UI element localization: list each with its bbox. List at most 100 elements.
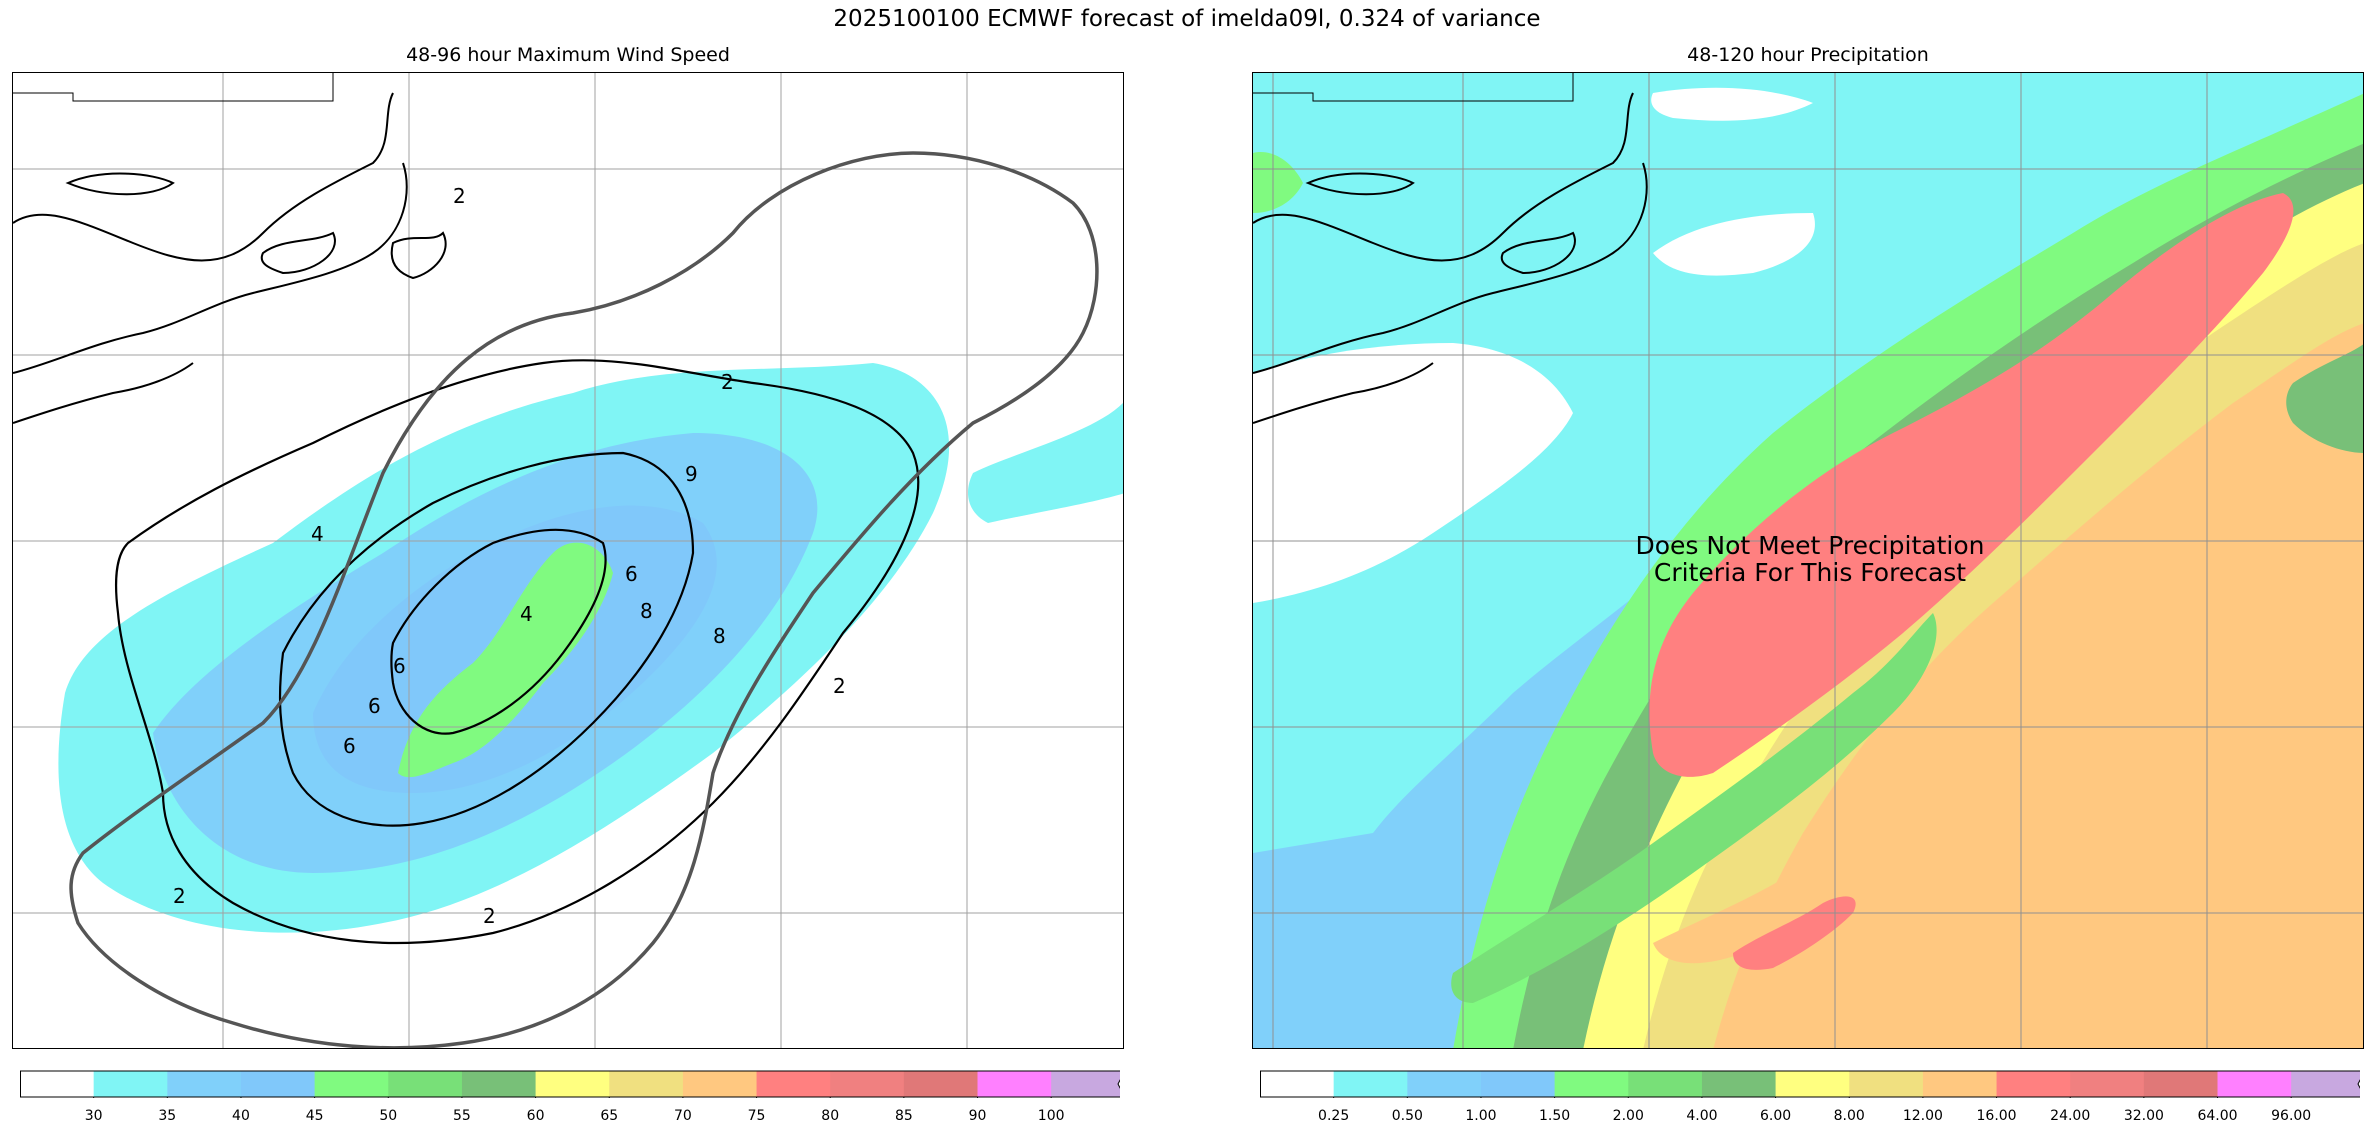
precipitation-colorbar-tick-label: 32.00 (2123, 1108, 2164, 1124)
contour-label: 6 (368, 694, 381, 718)
precip-4.00-band-east (2286, 344, 2363, 453)
contour-label: 9 (685, 462, 698, 486)
contour-label-group: 2 9 4 6 8 4 6 6 6 8 2 2 2 2 (173, 184, 846, 928)
precipitation-colorbar-segment (1407, 1071, 1482, 1097)
precipitation-colorbar: 0.25 0.50 1.00 1.50 2.00 4.00 6.00 8.00 12.00 16.… (1260, 1070, 2366, 1130)
precipitation-colorbar-tick-label: 1.00 (1465, 1108, 1497, 1124)
contour-label: 2 (833, 674, 846, 698)
wind-speed-colorbar-segment (1051, 1071, 1125, 1097)
precipitation-colorbar-tick-label: 24.00 (2050, 1108, 2091, 1124)
wind-speed-colorbar-tick-label: 90 (968, 1108, 987, 1124)
wind-speed-colorbar-segment (830, 1071, 905, 1097)
precipitation-colorbar-tick-label: 12.00 (1902, 1108, 1943, 1124)
wind-speed-colorbar-tick-label: 85 (894, 1108, 913, 1124)
wind-speed-colorbar-tick-label: 60 (526, 1108, 545, 1124)
contour-label: 8 (713, 624, 726, 648)
contour-label: 2 (173, 884, 186, 908)
coastlines (1253, 73, 1648, 424)
wind-speed-colorbar-segment (20, 1071, 95, 1097)
precip-24.00-area-south (1733, 896, 1856, 970)
wind-45-50-area (398, 542, 613, 778)
precipitation-colorbar-tick-label: 0.50 (1391, 1108, 1423, 1124)
wind-speed-colorbar: 30 35 40 45 50 55 60 65 70 75 80 85 90 100 (20, 1070, 1126, 1130)
contour-label: 6 (343, 734, 356, 758)
precipitation-colorbar-tick-label: 1.50 (1539, 1108, 1571, 1124)
precipitation-colorbar-segment (2291, 1071, 2365, 1097)
precipitation-colorbar-segment (2217, 1071, 2292, 1097)
right-panel-title: 48-120 hour Precipitation (1687, 44, 1929, 66)
wind-speed-colorbar-segment (93, 1071, 168, 1097)
figure-title: 2025100100 ECMWF forecast of imelda09l, … (833, 6, 1541, 32)
wind-speed-colorbar-tick-label: 100 (1037, 1108, 1065, 1124)
precipitation-colorbar-segment (1260, 1071, 1335, 1097)
wind-speed-map: 2 9 4 6 8 4 6 6 6 8 2 2 2 2 (12, 72, 1124, 1049)
precipitation-colorbar-segment (1480, 1071, 1556, 1097)
precipitation-colorbar-tick-label: 6.00 (1759, 1108, 1792, 1124)
wind-speed-colorbar-tick-label: 30 (84, 1108, 103, 1124)
wind-speed-colorbar-segment (682, 1071, 758, 1097)
precipitation-colorbar-segment (1922, 1071, 1998, 1097)
contour-label: 2 (483, 904, 496, 928)
wind-speed-colorbar-svg (20, 1070, 1126, 1098)
precipitation-colorbar-segment (1333, 1071, 1408, 1097)
wind-speed-colorbar-segment (977, 1071, 1052, 1097)
precipitation-colorbar-segment (1775, 1071, 1850, 1097)
wind-speed-shading (58, 363, 1123, 933)
precipitation-colorbar-tick-label: 8.00 (1833, 1108, 1865, 1124)
wind-speed-colorbar-segment (240, 1071, 316, 1097)
precip-2.00-band (1451, 613, 1937, 1003)
wind-speed-colorbar-tick-label: 45 (305, 1108, 324, 1124)
contour-label: 2 (453, 184, 466, 208)
wind-speed-colorbar-tick-label: 75 (747, 1108, 766, 1124)
wind-speed-colorbar-tick-label: 70 (673, 1108, 692, 1124)
precipitation-colorbar-segment (2143, 1071, 2219, 1097)
contour-label: 8 (640, 599, 653, 623)
precipitation-colorbar-segment (1996, 1071, 2071, 1097)
precipitation-colorbar-segment (1701, 1071, 1777, 1097)
wind-speed-colorbar-segment (314, 1071, 389, 1097)
wind-speed-colorbar-segment (609, 1071, 684, 1097)
wind-speed-colorbar-tick-label: 40 (232, 1108, 250, 1124)
precipitation-colorbar-tick-label: 64.00 (2197, 1108, 2238, 1124)
contour-label: 6 (625, 562, 638, 586)
track-envelope (69, 151, 1099, 1048)
wind-speed-colorbar-tick-label: 65 (600, 1108, 619, 1124)
precipitation-colorbar-tick-label: 2.00 (1612, 1108, 1644, 1124)
precipitation-colorbar-segment (1554, 1071, 1629, 1097)
map-gridlines (13, 73, 1123, 1048)
precip-dry-area-west (1253, 343, 1573, 603)
coastlines (13, 73, 447, 424)
wind-speed-colorbar-segment (903, 1071, 979, 1097)
left-panel-title: 48-96 hour Maximum Wind Speed (406, 44, 730, 66)
wind-speed-colorbar-segment (756, 1071, 831, 1097)
precip-24.00-area (1649, 193, 2294, 777)
wind-speed-colorbar-segment (388, 1071, 463, 1097)
wind-speed-colorbar-tick-label: 80 (821, 1108, 840, 1124)
precipitation-colorbar-tick-label: 0.25 (1318, 1108, 1350, 1124)
precipitation-colorbar-tick-label: 16.00 (1976, 1108, 2017, 1124)
precip-0.50-area (1253, 73, 2363, 853)
precip-1.50-area-west (1253, 152, 1303, 213)
wind-speed-colorbar-segment (167, 1071, 242, 1097)
wind-speed-colorbar-tick-label: 55 (453, 1108, 471, 1124)
probability-contours (114, 359, 920, 945)
precipitation-colorbar-segment (2070, 1071, 2145, 1097)
wind-speed-colorbar-tick-label: 35 (158, 1108, 177, 1124)
precipitation-colorbar-tick-label: 4.00 (1686, 1108, 1718, 1124)
wind-speed-colorbar-segment (535, 1071, 610, 1097)
wind-speed-map-canvas: 2 9 4 6 8 4 6 6 6 8 2 2 2 2 (13, 73, 1123, 1048)
precip-16.00-band-south (1653, 773, 1953, 964)
wind-speed-colorbar-ticks: 30 35 40 45 50 55 60 65 70 75 80 85 90 100 (20, 1102, 1120, 1128)
precipitation-colorbar-svg (1260, 1070, 2366, 1098)
wind-speed-colorbar-tick-label: 50 (379, 1108, 398, 1124)
contour-label: 2 (721, 370, 734, 394)
precip-dry-area-north (1651, 87, 1813, 121)
contour-label: 6 (393, 654, 406, 678)
wind-30-35-area-east (968, 403, 1123, 523)
precip-dry-area-east (1653, 213, 1815, 276)
contour-label: 4 (520, 602, 533, 626)
precipitation-map (1252, 72, 2364, 1049)
wind-speed-colorbar-segment (461, 1071, 537, 1097)
precipitation-map-canvas (1253, 73, 2363, 1048)
